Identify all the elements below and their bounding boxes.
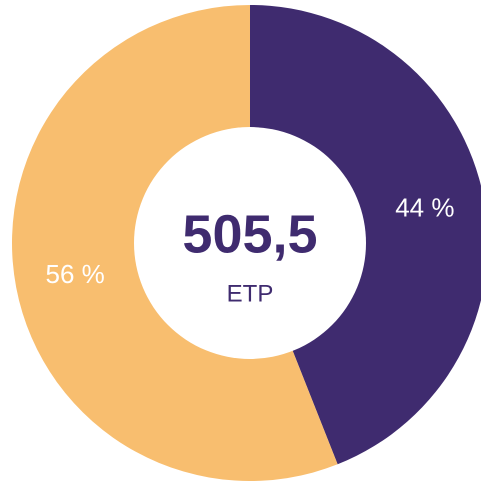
donut-hole: [134, 127, 366, 359]
data-label: 44 %: [395, 193, 454, 223]
center-value: 505,5: [182, 204, 317, 264]
center-label: ETP: [227, 280, 274, 307]
data-label: 56 %: [46, 259, 105, 289]
